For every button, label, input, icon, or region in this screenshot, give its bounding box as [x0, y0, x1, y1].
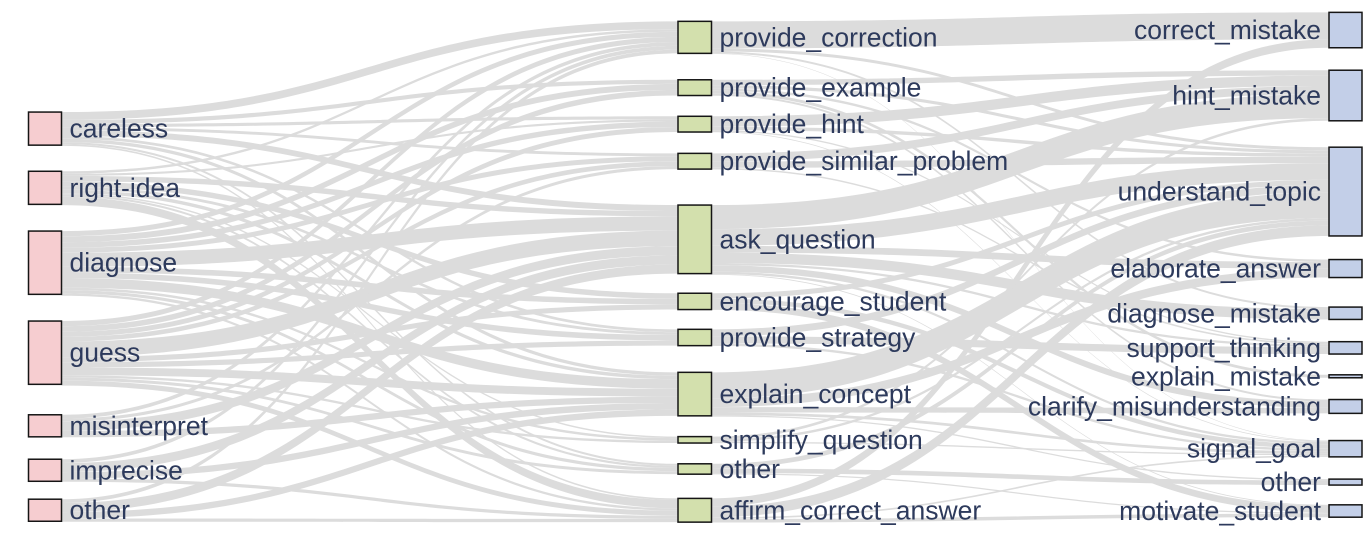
- svg-text:explain_mistake: explain_mistake: [1131, 361, 1321, 391]
- svg-text:right-idea: right-idea: [70, 173, 181, 203]
- svg-text:provide_strategy: provide_strategy: [720, 322, 917, 352]
- svg-text:understand_topic: understand_topic: [1118, 177, 1321, 207]
- svg-text:encourage_student: encourage_student: [720, 286, 948, 316]
- svg-text:guess: guess: [70, 338, 141, 368]
- svg-text:signal_goal: signal_goal: [1187, 434, 1321, 464]
- svg-text:affirm_correct_answer: affirm_correct_answer: [720, 495, 982, 525]
- svg-text:diagnose_mistake: diagnose_mistake: [1107, 298, 1321, 328]
- svg-text:diagnose: diagnose: [70, 248, 178, 278]
- svg-text:support_thinking: support_thinking: [1127, 333, 1321, 363]
- svg-text:imprecise: imprecise: [70, 455, 183, 485]
- svg-text:ask_question: ask_question: [720, 224, 876, 254]
- svg-text:misinterpret: misinterpret: [70, 411, 209, 441]
- svg-text:simplify_question: simplify_question: [720, 425, 923, 455]
- svg-text:hint_mistake: hint_mistake: [1172, 81, 1321, 111]
- svg-text:careless: careless: [70, 114, 169, 144]
- svg-text:provide_example: provide_example: [720, 73, 922, 103]
- svg-text:motivate_student: motivate_student: [1119, 496, 1321, 526]
- svg-text:other: other: [70, 495, 131, 525]
- svg-text:clarify_misunderstanding: clarify_misunderstanding: [1028, 391, 1321, 421]
- svg-text:elaborate_answer: elaborate_answer: [1110, 254, 1321, 284]
- svg-text:correct_mistake: correct_mistake: [1134, 15, 1321, 45]
- svg-text:provide_correction: provide_correction: [720, 22, 938, 52]
- svg-text:explain_concept: explain_concept: [720, 379, 912, 409]
- svg-text:other: other: [720, 454, 781, 484]
- svg-text:provide_similar_problem: provide_similar_problem: [720, 146, 1009, 176]
- svg-text:provide_hint: provide_hint: [720, 109, 865, 139]
- svg-text:other: other: [1261, 467, 1322, 497]
